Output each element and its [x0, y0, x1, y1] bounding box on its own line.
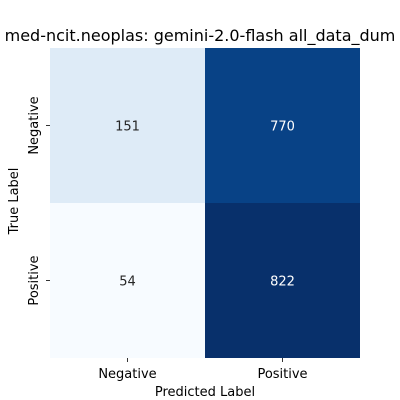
y-axis-label: True Label [7, 168, 22, 236]
heatmap-cell-1-1 [205, 203, 360, 358]
y-tick-label-1: Positive [27, 255, 42, 305]
axis-ticks: Negative Positive Negative Positive [27, 96, 308, 382]
x-tick-label-0: Negative [98, 367, 156, 382]
x-tick-label-1: Positive [257, 367, 307, 382]
cell-value-label-1-1: 822 [270, 275, 295, 290]
chart-title: med-ncit.neoplas: gemini-2.0-flash all_d… [5, 26, 396, 46]
x-axis-label: Predicted Label [155, 385, 255, 400]
cell-value-label-0-0: 151 [115, 120, 140, 135]
heatmap-cell-0-1 [205, 48, 360, 203]
cell-value-label-0-1: 770 [270, 120, 295, 135]
y-tick-label-0: Negative [27, 96, 42, 154]
heatmap-cell-0-0 [50, 48, 205, 203]
heatmap-cell-1-0 [50, 203, 205, 358]
heatmap-cells: 151 770 54 822 [50, 48, 360, 358]
cell-value-label-1-0: 54 [119, 275, 136, 290]
